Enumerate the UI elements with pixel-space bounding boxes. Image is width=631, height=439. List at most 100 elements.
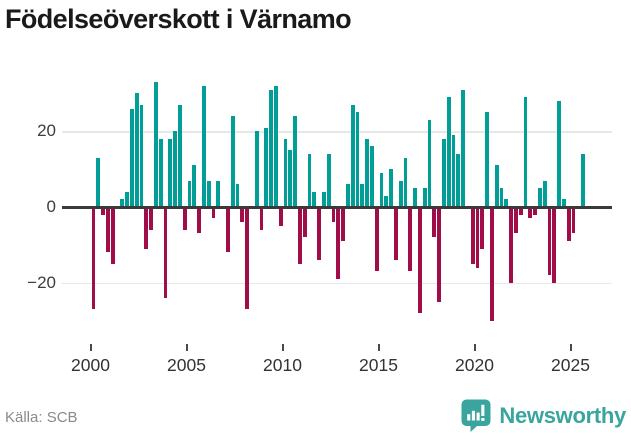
- bar-positive: [485, 112, 489, 207]
- bar-positive: [494, 165, 499, 207]
- bar-negative: [105, 207, 110, 253]
- bar-negative: [302, 207, 307, 238]
- bar-positive: [158, 138, 163, 207]
- bar-positive: [581, 154, 585, 207]
- source-label: Källa: SCB: [5, 409, 78, 426]
- bar-positive: [187, 180, 192, 207]
- bar-positive: [398, 180, 403, 207]
- newsworthy-logo[interactable]: Newsworthy: [461, 399, 626, 432]
- bar-positive: [542, 180, 547, 207]
- bar-positive: [269, 89, 273, 207]
- bar-negative: [149, 207, 153, 230]
- bar-negative: [509, 207, 513, 283]
- bar-positive: [216, 180, 221, 207]
- chart-footer: Källa: SCB Newsworthy: [0, 397, 631, 439]
- bar-positive: [413, 188, 417, 207]
- bar-negative: [475, 207, 480, 268]
- x-tick-label: 2005: [167, 355, 206, 375]
- bar-negative: [144, 207, 149, 249]
- bar-positive: [504, 199, 509, 207]
- bar-negative: [331, 207, 336, 223]
- bar-positive: [312, 191, 317, 207]
- bar-positive: [192, 165, 197, 207]
- bar-negative: [571, 207, 576, 234]
- gridline: [62, 131, 612, 133]
- bar-positive: [403, 157, 408, 207]
- bar-positive: [129, 108, 134, 207]
- x-tick-mark: [281, 344, 284, 351]
- bar-positive: [461, 89, 465, 207]
- bar-positive: [369, 146, 374, 207]
- bar-positive: [360, 184, 365, 207]
- bar-positive: [365, 138, 369, 207]
- bar-negative: [91, 207, 96, 310]
- bar-positive: [177, 104, 182, 207]
- bar-positive: [379, 172, 384, 207]
- bar-negative: [432, 207, 437, 238]
- bar-negative: [110, 207, 115, 264]
- bar-positive: [288, 150, 293, 207]
- bar-negative: [211, 207, 216, 219]
- bar-positive: [173, 131, 177, 207]
- bar-negative: [182, 207, 187, 230]
- bar-negative: [317, 207, 321, 260]
- bar-negative: [518, 207, 523, 215]
- bar-negative: [480, 207, 485, 249]
- plot-area: 20 0 −20 2000 2005 2010 2015 2020 2025: [27, 82, 612, 375]
- bar-positive: [384, 195, 389, 207]
- bar-negative: [417, 207, 422, 313]
- x-tick-mark: [569, 344, 572, 351]
- bar-positive: [499, 188, 504, 207]
- bar-negative: [547, 207, 552, 276]
- bar-positive: [96, 157, 101, 207]
- bar-positive: [350, 104, 355, 207]
- newsworthy-badge-icon: [461, 399, 491, 432]
- bar-negative: [470, 207, 475, 264]
- bar-negative: [163, 207, 168, 298]
- bar-positive: [264, 127, 269, 207]
- x-tick-mark: [89, 344, 92, 351]
- gridline: [62, 282, 612, 285]
- bar-negative: [278, 207, 283, 226]
- bar-negative: [259, 207, 264, 230]
- bar-positive: [321, 191, 326, 207]
- bar-negative: [240, 207, 245, 223]
- bar-negative: [374, 207, 379, 272]
- bar-negative: [225, 207, 230, 253]
- bar-positive: [441, 138, 446, 207]
- bar-positive: [523, 97, 528, 207]
- zero-axis-line: [62, 206, 612, 209]
- bar-positive: [456, 154, 461, 207]
- bar-positive: [446, 97, 451, 207]
- bar-positive: [561, 199, 566, 207]
- bar-negative: [528, 207, 533, 219]
- bar-positive: [345, 184, 350, 207]
- x-tick-label: 2025: [551, 355, 590, 375]
- bar-negative: [336, 207, 341, 279]
- bar-positive: [557, 101, 561, 207]
- bar-positive: [273, 85, 278, 207]
- bar-positive: [134, 93, 139, 207]
- bar-negative: [245, 207, 249, 310]
- bar-positive: [153, 82, 158, 207]
- bar-negative: [552, 207, 557, 283]
- bar-positive: [235, 184, 240, 207]
- x-tick-label: 2015: [359, 355, 398, 375]
- bar-positive: [307, 154, 312, 207]
- bar-positive: [422, 188, 427, 207]
- bar-positive: [451, 135, 456, 207]
- y-tick-label: 20: [37, 121, 56, 141]
- x-tick-label: 2020: [455, 355, 494, 375]
- bar-positive: [283, 138, 288, 207]
- bar-positive: [120, 199, 125, 207]
- bar-negative: [197, 207, 201, 234]
- y-tick-label: 0: [46, 197, 56, 216]
- bar-positive: [168, 138, 173, 207]
- x-tick-mark: [377, 344, 380, 351]
- newsworthy-wordmark: Newsworthy: [499, 402, 626, 428]
- bar-positive: [427, 119, 432, 207]
- bar-negative: [533, 207, 537, 215]
- bar-negative: [101, 207, 105, 215]
- bar-negative: [566, 207, 571, 242]
